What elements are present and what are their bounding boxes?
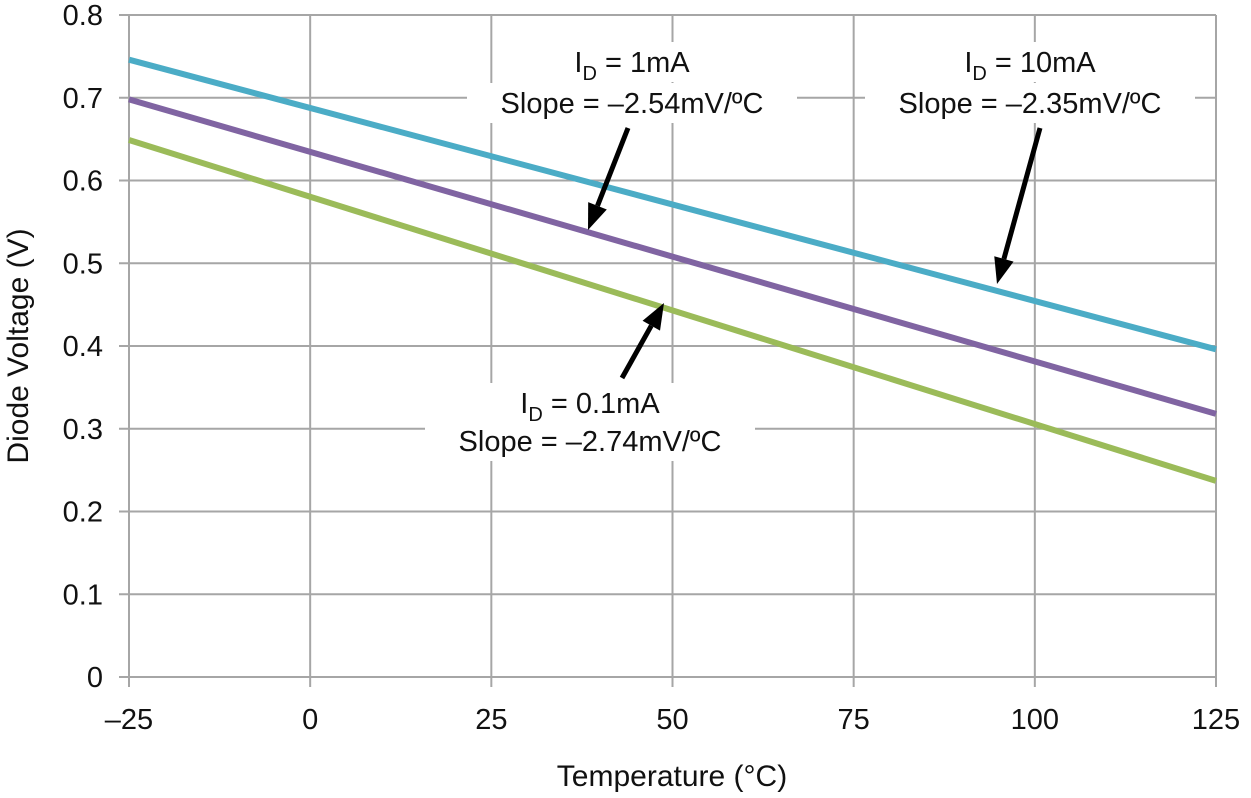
current-label: ID = 10mA [964, 47, 1096, 85]
y-tick-label: 0.5 [63, 248, 103, 280]
arrow-head [642, 303, 664, 331]
x-tick-label: 0 [302, 704, 318, 736]
x-tick-label: 125 [1192, 704, 1240, 736]
label-background [467, 83, 797, 123]
label-background [425, 421, 755, 461]
x-tick-label: –25 [105, 704, 153, 736]
arrow-head [588, 202, 607, 230]
label-background [490, 383, 690, 423]
y-tick-label: 0.6 [63, 166, 103, 198]
y-tick-label: 0.8 [63, 0, 103, 32]
y-tick-label: 0.2 [63, 497, 103, 529]
label-background [532, 42, 732, 82]
x-tick-label: 50 [656, 704, 688, 736]
series-line [128, 137, 1217, 484]
y-tick-label: 0.7 [63, 83, 103, 115]
annotation-arrows [588, 127, 1043, 380]
y-tick-label: 0 [87, 662, 103, 694]
arrow-shaft [619, 324, 654, 380]
x-tick-label: 75 [838, 704, 870, 736]
grid [119, 14, 1217, 687]
arrow-shaft [1001, 127, 1043, 260]
current-label: ID = 0.1mA [520, 388, 660, 426]
x-tick-label: 100 [1011, 704, 1059, 736]
arrow-shaft [595, 127, 631, 207]
series-line [128, 56, 1217, 353]
x-tick-label: 25 [475, 704, 507, 736]
y-axis-title: Diode Voltage (V) [2, 228, 35, 463]
slope-label: Slope = –2.74mV/ºC [459, 426, 722, 458]
y-tick-label: 0.4 [63, 331, 103, 363]
label-background [865, 83, 1195, 123]
arrow-head [994, 256, 1014, 284]
y-tick-label: 0.1 [63, 579, 103, 611]
y-tick-label: 0.3 [63, 414, 103, 446]
series-line [128, 96, 1217, 417]
slope-label: Slope = –2.54mV/ºC [501, 88, 764, 120]
slope-label: Slope = –2.35mV/ºC [899, 88, 1162, 120]
tick-labels: –25 0 25 50 75 100 12500.10.20.30.40.50.60.70.… [63, 0, 1241, 736]
series-lines [128, 56, 1217, 484]
current-label: ID = 1mA [574, 47, 690, 85]
x-axis-title: Temperature (°C) [557, 760, 787, 793]
label-background [930, 42, 1130, 82]
